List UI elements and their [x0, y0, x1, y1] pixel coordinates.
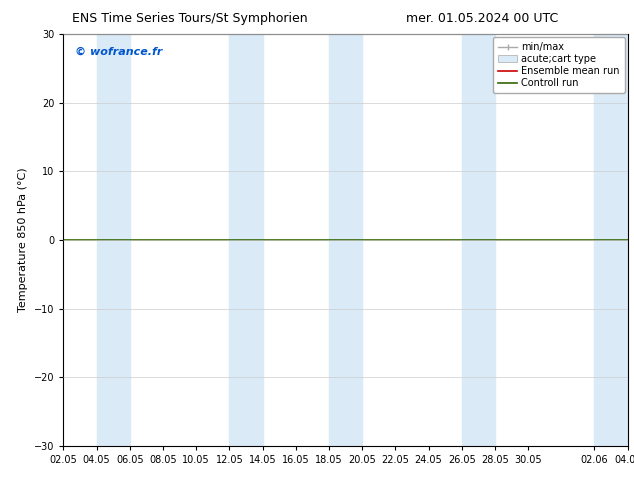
Bar	[329, 34, 362, 446]
Text: mer. 01.05.2024 00 UTC: mer. 01.05.2024 00 UTC	[406, 12, 558, 25]
Text: © wofrance.fr: © wofrance.fr	[75, 47, 162, 57]
Bar	[230, 34, 262, 446]
Bar	[595, 34, 628, 446]
Text: ENS Time Series Tours/St Symphorien: ENS Time Series Tours/St Symphorien	[72, 12, 308, 25]
Bar	[96, 34, 130, 446]
Bar	[462, 34, 495, 446]
Legend: min/max, acute;cart type, Ensemble mean run, Controll run: min/max, acute;cart type, Ensemble mean …	[493, 37, 624, 93]
Y-axis label: Temperature 850 hPa (°C): Temperature 850 hPa (°C)	[18, 168, 29, 313]
